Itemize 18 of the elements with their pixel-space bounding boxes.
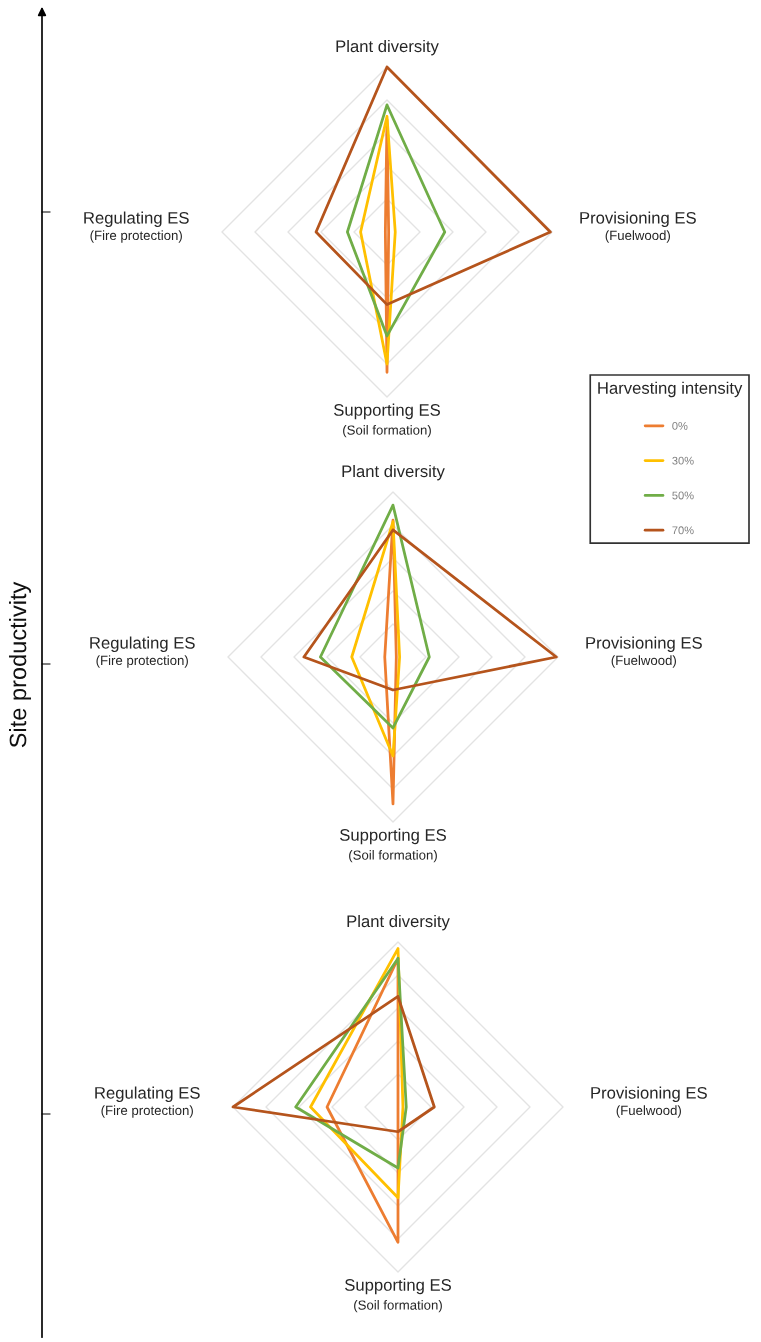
spoke-label: Supporting ES (Soil formation) [340,828,446,863]
spoke-label: Regulating ES (Fire protection) [95,1086,200,1118]
spoke-label: Provisioning ES (Fuelwood) [580,211,696,243]
spoke-label: Regulating ES (Fire protection) [90,636,195,668]
spoke-label: Plant diversity [342,464,445,481]
legend-label: 50% [672,491,694,500]
legend-label: 30% [672,456,694,465]
legend-title: Harvesting intensity [598,381,743,398]
spoke-label: Provisioning ES (Fuelwood) [591,1086,707,1118]
legend-label: 70% [672,526,694,535]
legend-label: 0% [672,421,688,430]
spoke-label: Plant diversity [336,39,439,56]
text: Site productivity [9,581,32,748]
spoke-label: Plant diversity [347,914,450,931]
spoke-label: Regulating ES (Fire protection) [84,211,189,243]
spoke-label: Supporting ES (Soil formation) [334,403,440,438]
spoke-label: Supporting ES (Soil formation) [345,1278,451,1313]
spoke-label: Provisioning ES (Fuelwood) [586,636,702,668]
